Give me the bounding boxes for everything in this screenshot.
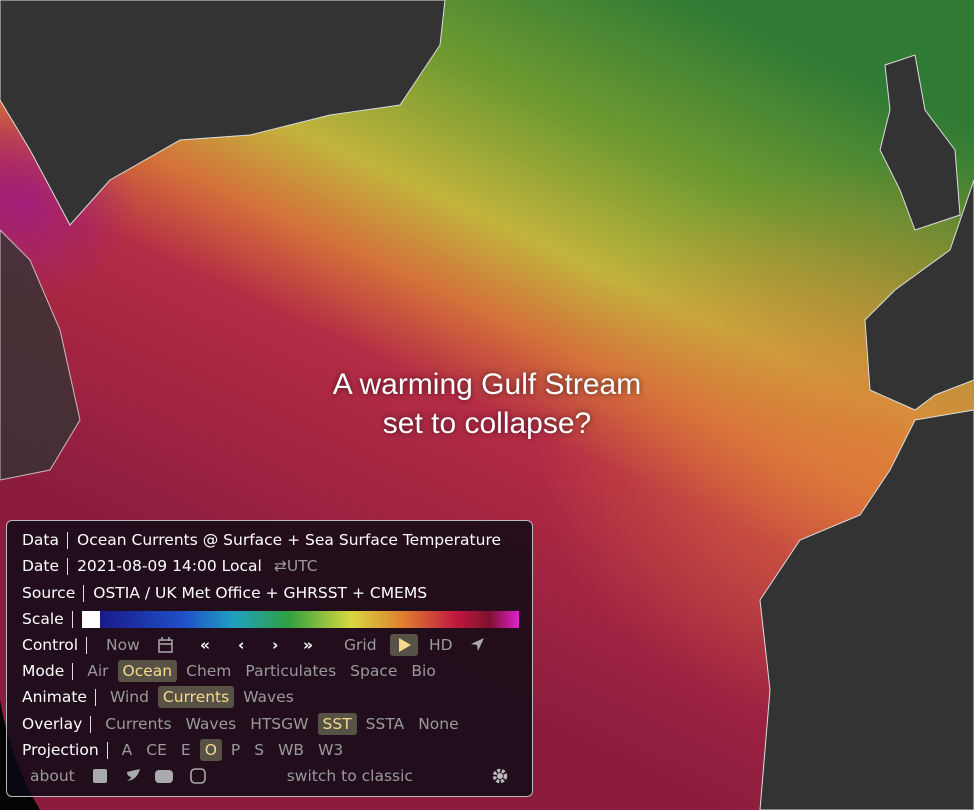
row-label: Mode [22,662,65,680]
social-icons [92,768,206,784]
mode-option[interactable]: Air [87,662,109,680]
mode-option[interactable]: Particulates [245,662,337,680]
forward-day[interactable]: » [303,636,314,654]
row-label: Animate [22,688,87,706]
data-row: Data Ocean Currents @ Surface + Sea Surfa… [22,529,501,551]
control-row: Control [22,634,96,656]
facebook-icon[interactable] [92,769,107,783]
north-america [0,0,446,226]
overlay-option[interactable]: Waves [185,715,237,733]
row-label: Control [22,636,79,654]
projection-option[interactable]: W3 [318,741,344,759]
projection-option[interactable]: E [180,741,191,759]
instagram-icon[interactable] [189,768,206,784]
color-scale [81,610,519,628]
row-value: OSTIA / UK Met Office + GHRSST + CMEMS [93,584,428,602]
projection-option[interactable]: CE [146,741,167,759]
overlay-option[interactable]: HTSGW [250,715,309,733]
back-step[interactable]: ‹ [238,636,245,654]
footer-row: about switch to classic [22,765,517,787]
british-isles [879,54,961,231]
back-day[interactable]: « [200,636,211,654]
now[interactable]: Now [106,636,140,654]
row-label: Date [22,557,60,575]
control-panel: Data Ocean Currents @ Surface + Sea Surfa… [6,520,533,797]
row-label: Data [22,531,60,549]
overlay-option[interactable]: Currents [105,715,172,733]
iberia [864,179,974,411]
mode-option[interactable]: Ocean [117,660,178,682]
row-label: Source [22,584,76,602]
overlay-row: Overlay Currents Waves HTSGW SST SSTA None [22,713,468,735]
separator [72,662,74,680]
africa [759,409,974,810]
grid[interactable]: Grid [344,636,377,654]
headline: set to collapse? [382,407,592,440]
mode-option[interactable]: Bio [411,662,436,680]
mode-option[interactable]: Chem [186,662,232,680]
projection-option[interactable]: S [254,741,265,759]
projection-option[interactable]: O [199,739,222,761]
row-value: Ocean Currents @ Surface + Sea Surface T… [77,531,502,549]
scale-row: Scale [22,608,519,630]
source-row: Source OSTIA / UK Met Office + GHRSST + C… [22,582,427,604]
overlay-option[interactable]: None [418,715,459,733]
mode-option[interactable]: Space [350,662,398,680]
projection-option[interactable]: P [230,741,241,759]
row-label: Overlay [22,715,83,733]
caribbean [0,229,81,481]
mode-row: Mode Air Ocean Chem Particulates Space Bio [22,660,445,682]
settings-icon[interactable] [492,768,508,784]
animate-option[interactable]: Wind [109,688,149,706]
separator [106,741,108,759]
row-label: Projection [22,741,99,759]
youtube-icon[interactable] [154,770,173,783]
utc-toggle[interactable]: ⇄UTC [273,557,318,575]
row-label: Scale [22,610,64,628]
forward-step[interactable]: › [272,636,279,654]
row-value[interactable]: 2021-08-09 14:00 Local [77,557,262,575]
animate-row: Animate Wind Currents Waves [22,686,303,708]
animate-option[interactable]: Waves [243,688,294,706]
calendar-icon[interactable] [158,637,173,653]
projection-option[interactable]: A [121,741,133,759]
play-button[interactable] [390,634,418,656]
hd[interactable]: HD [429,636,453,654]
animate-option[interactable]: Currents [157,686,235,708]
separator [94,688,96,706]
date-row: Date 2021-08-09 14:00 Local ⇄UTC [22,555,318,577]
projection-row: Projection A CE E O P S WB W3 [22,739,352,761]
headline: A warming Gulf Stream [332,368,642,401]
overlay-option[interactable]: SSTA [365,715,405,733]
switch-classic[interactable]: switch to classic [286,767,413,785]
twitter-icon[interactable] [126,769,140,781]
overlay-option[interactable]: SST [317,713,357,735]
locate-icon[interactable] [470,637,485,652]
separator [90,715,92,733]
projection-option[interactable]: WB [278,741,305,759]
about[interactable]: about [30,767,75,785]
